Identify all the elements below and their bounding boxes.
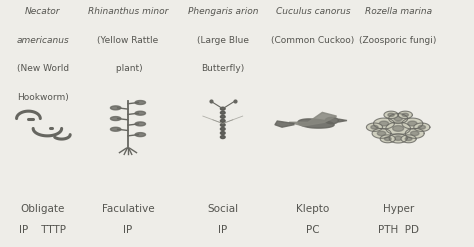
Polygon shape bbox=[386, 122, 410, 135]
Polygon shape bbox=[379, 121, 389, 126]
Polygon shape bbox=[384, 137, 391, 141]
Text: Obligate: Obligate bbox=[20, 204, 65, 214]
Polygon shape bbox=[197, 124, 223, 136]
Text: Hookworm): Hookworm) bbox=[17, 93, 69, 102]
Polygon shape bbox=[414, 123, 430, 131]
Polygon shape bbox=[223, 109, 256, 124]
Text: americanus: americanus bbox=[16, 36, 69, 45]
Polygon shape bbox=[402, 118, 423, 129]
Polygon shape bbox=[394, 136, 402, 141]
Polygon shape bbox=[394, 116, 402, 121]
Polygon shape bbox=[135, 111, 146, 115]
Polygon shape bbox=[220, 107, 225, 110]
Polygon shape bbox=[398, 111, 412, 119]
Text: (Common Cuckoo): (Common Cuckoo) bbox=[271, 36, 355, 45]
Polygon shape bbox=[374, 118, 394, 129]
Polygon shape bbox=[135, 133, 146, 137]
Polygon shape bbox=[220, 124, 225, 126]
Text: Klepto: Klepto bbox=[296, 204, 329, 214]
Text: IP    TTTP: IP TTTP bbox=[19, 225, 66, 235]
Polygon shape bbox=[392, 125, 404, 131]
Text: Faculative: Faculative bbox=[101, 204, 155, 214]
Polygon shape bbox=[389, 114, 408, 124]
Polygon shape bbox=[377, 131, 386, 136]
Text: Butterfly): Butterfly) bbox=[201, 64, 245, 73]
Text: Cuculus canorus: Cuculus canorus bbox=[275, 7, 350, 16]
Polygon shape bbox=[110, 106, 121, 110]
Polygon shape bbox=[380, 135, 395, 143]
Polygon shape bbox=[220, 119, 225, 122]
Polygon shape bbox=[338, 119, 347, 122]
Polygon shape bbox=[223, 124, 249, 136]
Polygon shape bbox=[135, 101, 146, 104]
Polygon shape bbox=[405, 137, 412, 141]
Text: Social: Social bbox=[207, 204, 238, 214]
Polygon shape bbox=[190, 109, 223, 124]
Polygon shape bbox=[389, 134, 407, 143]
Text: plant): plant) bbox=[113, 64, 143, 73]
Polygon shape bbox=[384, 111, 398, 119]
Text: Rozella marina: Rozella marina bbox=[365, 7, 432, 16]
Text: IP: IP bbox=[218, 225, 228, 235]
Polygon shape bbox=[220, 111, 225, 114]
Polygon shape bbox=[110, 127, 121, 131]
Polygon shape bbox=[325, 117, 338, 124]
Polygon shape bbox=[366, 123, 383, 131]
Text: PTH  PD: PTH PD bbox=[378, 225, 419, 235]
Polygon shape bbox=[402, 113, 409, 117]
Polygon shape bbox=[289, 112, 337, 126]
Text: Rhinanthus minor: Rhinanthus minor bbox=[88, 7, 168, 16]
Polygon shape bbox=[220, 115, 225, 118]
Polygon shape bbox=[220, 127, 225, 130]
Polygon shape bbox=[418, 125, 426, 129]
Text: Phengaris arion: Phengaris arion bbox=[188, 7, 258, 16]
Polygon shape bbox=[135, 122, 146, 126]
Polygon shape bbox=[220, 132, 225, 135]
Polygon shape bbox=[298, 119, 334, 128]
Polygon shape bbox=[401, 135, 416, 143]
Text: (New World: (New World bbox=[17, 64, 69, 73]
Text: (Yellow Rattle: (Yellow Rattle bbox=[97, 36, 159, 45]
Polygon shape bbox=[388, 113, 394, 117]
Text: PC: PC bbox=[306, 225, 319, 235]
Polygon shape bbox=[220, 136, 225, 139]
Text: IP: IP bbox=[123, 225, 133, 235]
Polygon shape bbox=[371, 125, 378, 129]
Text: Hyper: Hyper bbox=[383, 204, 414, 214]
Text: (Zoosporic fungi): (Zoosporic fungi) bbox=[359, 36, 437, 45]
Polygon shape bbox=[110, 117, 121, 121]
Text: (Large Blue: (Large Blue bbox=[197, 36, 249, 45]
Text: Necator: Necator bbox=[25, 7, 60, 16]
Polygon shape bbox=[372, 128, 391, 138]
Polygon shape bbox=[410, 131, 419, 136]
Polygon shape bbox=[408, 121, 417, 126]
Polygon shape bbox=[405, 128, 424, 138]
Polygon shape bbox=[275, 121, 294, 127]
